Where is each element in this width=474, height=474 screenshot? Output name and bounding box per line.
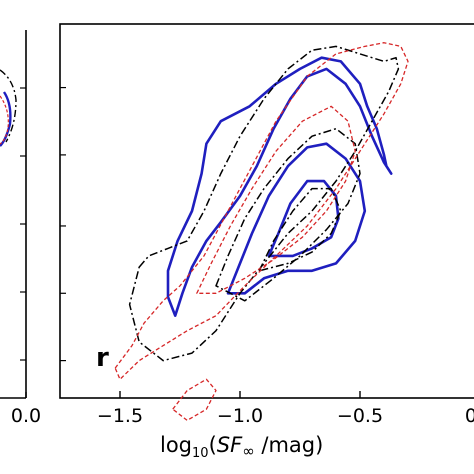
x-axis-label-sub: 10 [192, 446, 209, 461]
contour-dashed-1 [114, 42, 409, 380]
contour-dashdot-1 [128, 45, 400, 362]
contour-lines [114, 42, 409, 422]
left-panel-black-contour [0, 69, 17, 143]
plot-frame [59, 23, 474, 399]
x-axis-label-unit: /mag) [255, 433, 324, 457]
left-panel-red-contour [0, 95, 9, 145]
x-axis-label: log10(SF∞ /mag) [160, 433, 323, 461]
left-panel-blue-contour [0, 91, 12, 147]
main-panel: −1.5 −1.0 −0.5 0.0 r [59, 23, 474, 427]
x-tick-label: 0.0 [465, 405, 474, 427]
panel-label: r [96, 343, 109, 373]
contour-dashed-3 [172, 378, 217, 422]
x-axis-label-log: log [160, 433, 192, 457]
left-panel-x-tick-label: 0.0 [11, 405, 41, 427]
x-axis-label-inf: ∞ [242, 442, 255, 460]
x-tick-label: −1.0 [217, 405, 263, 427]
x-tick-label: −1.5 [97, 405, 143, 427]
contour-dashed-2 [196, 105, 356, 294]
contour-dashdot-3 [258, 187, 342, 272]
x-tick-label: −0.5 [337, 405, 383, 427]
y-ticks [60, 86, 66, 362]
x-axis-label-sf: SF [217, 433, 243, 457]
left-panel: 0.0 [0, 30, 41, 427]
x-ticks: −1.5 −1.0 −0.5 0.0 [97, 391, 474, 427]
contour-solid-1 [166, 56, 393, 317]
contour-dashdot-2 [215, 127, 361, 302]
contour-solid-2 [226, 142, 367, 295]
